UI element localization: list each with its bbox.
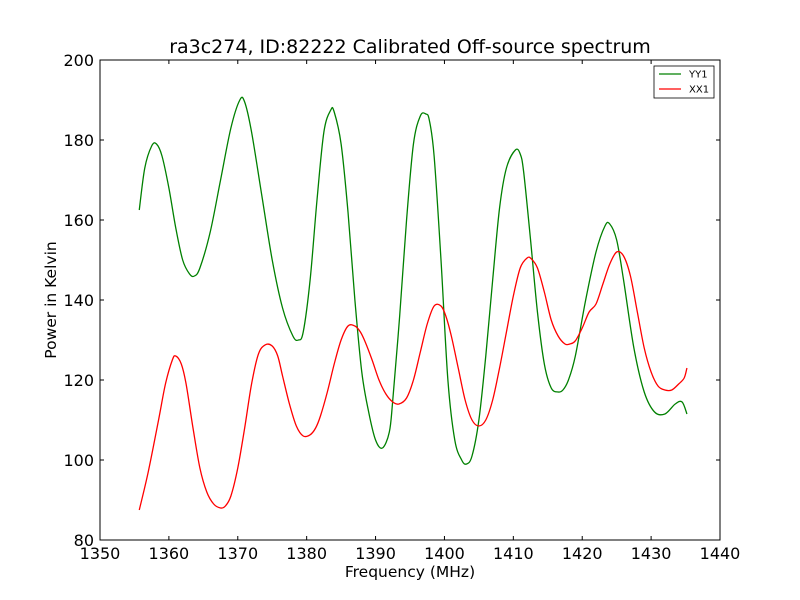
legend: YY1 XX1 <box>653 65 715 99</box>
y-tick-label: 160 <box>63 211 94 230</box>
x-tick-label: 1440 <box>700 544 741 563</box>
plot-area <box>100 60 720 540</box>
y-axis-label: Power in Kelvin <box>42 241 60 358</box>
x-tick-label: 1380 <box>286 544 327 563</box>
series-group <box>138 96 688 511</box>
x-tick-label: 1360 <box>149 544 190 563</box>
x-tick-label: 1350 <box>80 544 121 563</box>
x-tick-label: 1410 <box>493 544 534 563</box>
legend-box <box>653 65 715 99</box>
x-axis: 1350 1360 1370 1380 1390 1400 1410 1420 1430 1440 <box>80 60 741 563</box>
x-tick-label: 1400 <box>424 544 465 563</box>
legend-label-yy1: YY1 <box>688 70 708 81</box>
y-tick-label: 140 <box>63 291 94 310</box>
y-tick-label: 180 <box>63 131 94 150</box>
legend-label-xx1: XX1 <box>689 85 709 96</box>
chart-title: ra3c274, ID:82222 Calibrated Off-source … <box>169 36 651 58</box>
series-line-xx1 <box>138 250 688 511</box>
x-tick-label: 1420 <box>562 544 603 563</box>
y-axis: 80 100 120 140 160 180 200 <box>63 51 720 550</box>
y-tick-label: 100 <box>63 451 94 470</box>
x-tick-label: 1370 <box>217 544 258 563</box>
y-tick-label: 80 <box>74 531 94 550</box>
x-axis-label: Frequency (MHz) <box>345 563 475 581</box>
y-tick-label: 200 <box>63 51 94 70</box>
x-tick-label: 1390 <box>355 544 396 563</box>
series-line-yy1 <box>138 96 688 465</box>
x-tick-label: 1430 <box>631 544 672 563</box>
y-tick-label: 120 <box>63 371 94 390</box>
